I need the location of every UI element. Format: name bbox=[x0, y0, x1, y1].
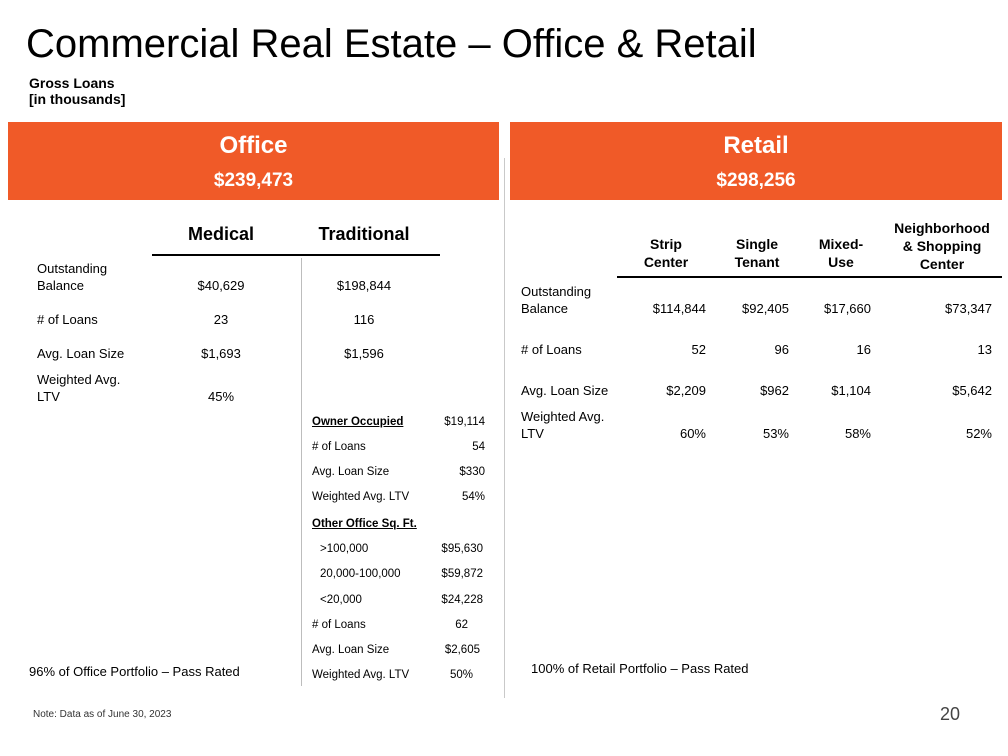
office-cell: $198,844 bbox=[336, 278, 392, 293]
owner-occupied-item-value: $330 bbox=[459, 466, 485, 478]
other-office-value: 50% bbox=[449, 669, 473, 681]
office-row-label: Avg. Loan Size bbox=[37, 346, 125, 361]
office-col-header-medical: Medical bbox=[187, 224, 255, 244]
owner-occupied-item-value: 54% bbox=[461, 491, 485, 503]
other-office-value: $24,228 bbox=[441, 594, 483, 606]
office-cell: $40,629 bbox=[197, 278, 245, 293]
subtitle-line-1: Gross Loans bbox=[29, 75, 115, 91]
office-cell: $1,693 bbox=[201, 346, 241, 361]
retail-row-label: Avg. Loan Size bbox=[521, 383, 609, 398]
other-office-label: <20,000 bbox=[320, 594, 362, 606]
section-divider bbox=[504, 158, 505, 698]
retail-cell: $2,209 bbox=[666, 383, 706, 398]
footnote: Note: Data as of June 30, 2023 bbox=[33, 709, 172, 720]
retail-cell: $5,642 bbox=[952, 383, 992, 398]
retail-cell: 16 bbox=[856, 342, 871, 357]
office-header-rule bbox=[152, 254, 440, 256]
other-office-value: $59,872 bbox=[441, 568, 483, 580]
retail-row-label: Outstanding Balance bbox=[521, 284, 592, 316]
page-title: Commercial Real Estate – Office & Retail bbox=[26, 22, 757, 66]
retail-row-label: # of Loans bbox=[521, 342, 582, 357]
retail-cell: 58% bbox=[844, 426, 871, 441]
other-office-label: # of Loans bbox=[312, 619, 366, 631]
retail-cell: $962 bbox=[760, 383, 789, 398]
office-cell: 45% bbox=[207, 389, 235, 404]
owner-occupied-label: # of Loans bbox=[312, 441, 366, 453]
retail-col-header-neighborhood: Neighborhood & Shopping Center bbox=[894, 220, 990, 272]
retail-cell: 52 bbox=[691, 342, 706, 357]
retail-cell: $17,660 bbox=[824, 301, 871, 316]
retail-col-header-single-tenant: Single Tenant bbox=[734, 236, 780, 270]
office-row-label: Outstanding Balance bbox=[37, 261, 108, 293]
other-office-value: 62 bbox=[455, 619, 468, 631]
office-cell: 23 bbox=[213, 312, 229, 327]
retail-col-header-mixed-use: Mixed- Use bbox=[818, 236, 864, 270]
other-office-label: Avg. Loan Size bbox=[312, 644, 390, 656]
office-cell: $1,596 bbox=[344, 346, 384, 361]
office-column-divider bbox=[301, 258, 302, 686]
retail-cell: $114,844 bbox=[652, 301, 706, 316]
other-office-label: Weighted Avg. LTV bbox=[312, 669, 410, 681]
other-office-value: $95,630 bbox=[441, 543, 483, 555]
office-banner: Office $239,473 bbox=[8, 122, 499, 200]
retail-cell: 96 bbox=[774, 342, 789, 357]
owner-occupied-value: $19,114 bbox=[444, 416, 485, 428]
retail-header-rule bbox=[617, 276, 1002, 278]
office-row-label: Weighted Avg. LTV bbox=[37, 372, 121, 404]
office-total: $239,473 bbox=[213, 170, 294, 191]
retail-cell: 60% bbox=[679, 426, 706, 441]
owner-occupied-item-value: 54 bbox=[472, 441, 485, 453]
office-cell: 116 bbox=[353, 312, 375, 327]
retail-cell: $1,104 bbox=[831, 383, 871, 398]
retail-cell: $73,347 bbox=[945, 301, 992, 316]
retail-cell: $92,405 bbox=[742, 301, 789, 316]
other-office-label: >100,000 bbox=[320, 543, 369, 555]
retail-banner: Retail $298,256 bbox=[510, 122, 1002, 200]
office-title: Office bbox=[219, 132, 288, 159]
retail-cell: 13 bbox=[977, 342, 992, 357]
retail-total: $298,256 bbox=[716, 170, 796, 191]
retail-cell: 52% bbox=[965, 426, 992, 441]
office-footer: 96% of Office Portfolio – Pass Rated bbox=[29, 664, 240, 679]
retail-footer: 100% of Retail Portfolio – Pass Rated bbox=[531, 661, 749, 676]
other-office-header: Other Office Sq. Ft. bbox=[312, 518, 417, 530]
other-office-label: 20,000-100,000 bbox=[320, 568, 401, 580]
office-col-header-traditional: Traditional bbox=[318, 224, 410, 244]
subtitle-line-2: [in thousands] bbox=[29, 91, 126, 107]
office-row-label: # of Loans bbox=[37, 312, 98, 327]
page-number: 20 bbox=[940, 704, 961, 724]
owner-occupied-header: Owner Occupied bbox=[312, 416, 404, 428]
page-subtitle: Gross Loans [in thousands] bbox=[29, 75, 125, 107]
retail-col-header-strip-center: Strip Center bbox=[643, 236, 689, 270]
retail-cell: 53% bbox=[762, 426, 789, 441]
retail-row-label: Weighted Avg. LTV bbox=[521, 409, 605, 441]
retail-title: Retail bbox=[723, 132, 789, 159]
owner-occupied-label: Avg. Loan Size bbox=[312, 466, 390, 478]
other-office-value: $2,605 bbox=[444, 644, 480, 656]
owner-occupied-label: Weighted Avg. LTV bbox=[312, 491, 410, 503]
